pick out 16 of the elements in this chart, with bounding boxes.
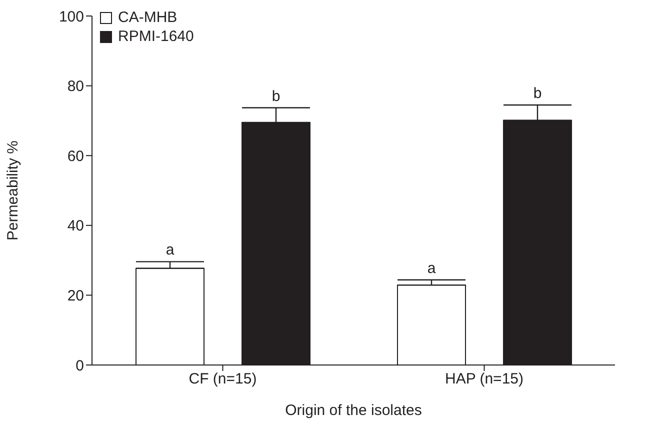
legend-label: RPMI-1640 bbox=[117, 27, 194, 46]
y-tick-label: 100 bbox=[58, 8, 84, 26]
annotation: a bbox=[166, 242, 175, 259]
y-tick-label: 80 bbox=[67, 78, 84, 96]
y-tick-label: 60 bbox=[67, 148, 84, 165]
x-tick-label: CF (n=15) bbox=[188, 370, 257, 388]
y-tick-label: 40 bbox=[67, 218, 84, 235]
y-axis-title: Permeability % bbox=[4, 140, 22, 241]
legend-label: CA-MHB bbox=[117, 8, 178, 27]
y-tick-label: 0 bbox=[76, 357, 84, 374]
annotation: b bbox=[533, 84, 542, 102]
x-tick-label: HAP (n=15) bbox=[444, 370, 524, 388]
annotation: b bbox=[272, 88, 280, 105]
x-axis-title: Origin of the isolates bbox=[285, 402, 422, 419]
y-tick-label: 20 bbox=[67, 288, 84, 305]
annotation: a bbox=[427, 260, 436, 277]
